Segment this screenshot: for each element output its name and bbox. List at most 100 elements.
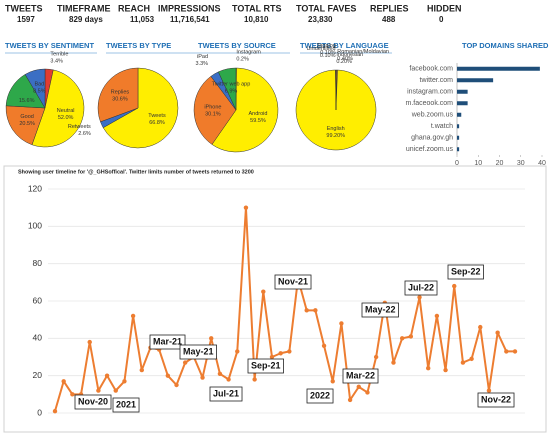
annotation-box [477,392,515,408]
point [347,397,353,403]
annotation: Jul-21 [209,386,243,402]
point [339,321,344,326]
stat-value: 11,053 [130,15,155,24]
slice-value: 6.9% [225,88,238,94]
pie-slice [24,68,46,109]
pie-slice [102,67,179,149]
bar [457,89,468,94]
chart-title: TWEETS BY TYPE [106,41,171,50]
line [54,206,515,412]
bar [457,124,460,129]
y-tick-label: 20 [33,370,43,380]
point [330,379,335,384]
point [373,354,379,360]
x-tick-label: 30 [517,160,525,167]
bar [457,112,462,117]
y-tick-label: twitter.com [420,77,454,84]
slice-label: Twitter web app [212,81,251,87]
slice-label: Good [20,114,33,120]
point [139,367,144,373]
y-tick-label: ghana.gov.gh [411,135,453,142]
pie-slice [193,75,237,145]
stat-label: TIMEFRAME [57,3,111,13]
annotation: 2022 [306,388,334,404]
annotation: May-21 [179,344,217,360]
y-tick-label: instagram.com [407,89,453,96]
stat-label: TOTAL RTS [232,3,282,13]
annotation: Nov-20 [74,394,112,410]
point [217,371,223,376]
annotation-text: 2021 [116,399,136,409]
pie-slice [97,67,139,123]
bar [457,78,494,83]
point [252,377,257,382]
point [486,388,492,393]
slice-value: 30.1% [205,111,221,117]
y-tick-label: unicef.zoom.us [406,146,454,153]
annotation-text: May-22 [365,304,396,314]
point [130,313,136,319]
pie-slice [218,67,237,111]
slice-value: 3.3% [196,61,209,67]
slice-value: 0.10% [320,53,336,59]
y-tick-label: 60 [33,295,43,305]
annotation-text: Sep-21 [251,360,281,370]
annotation-box [112,397,140,413]
point [96,388,101,393]
slice-label: Terrible [50,52,68,58]
point [365,390,370,395]
stat-value: 10,810 [244,15,269,24]
annotation-text: Nov-22 [481,394,511,404]
slice-value: 0.20% [336,59,352,65]
y-tick-label: 0 [37,407,42,417]
pie-slice [5,105,46,146]
point [304,308,309,313]
point [399,336,405,341]
bar [457,66,540,71]
slice-value: 15.6% [19,98,35,104]
annotation: Sep-21 [247,358,284,374]
slice-label: Retweets [68,124,91,130]
slice-label: Tweets [148,113,166,119]
point [391,360,396,365]
stat-value: 11,716,541 [170,15,210,24]
point [417,295,422,300]
annotation: Sep-22 [447,264,484,280]
chart-title: TOP DOMAINS SHARED [462,41,549,50]
annotation-box [361,302,399,318]
annotation: Mar-22 [342,368,379,384]
stat-label: HIDDEN [427,3,462,13]
point [287,349,292,354]
point [174,382,179,388]
annotation: Nov-22 [477,392,515,408]
point [61,379,66,384]
y-tick-label: 120 [28,183,42,193]
slice-label: iPad [197,54,208,60]
chart-title: Showing user timeline for '@_GHSoffical'… [18,169,254,175]
slice-label: Tagalog [317,43,336,49]
chart-title: TWEETS BY LANGUAGE [300,41,389,50]
annotation-text: Mar-22 [346,370,375,380]
y-tick-label: m.faceook.com [406,100,454,107]
point [356,384,361,390]
stat-value: 1597 [17,15,35,24]
slice-value: 66.8% [149,120,165,126]
annotation-text: Nov-20 [78,396,108,406]
point [70,392,75,397]
annotation: May-22 [361,302,399,318]
y-tick-label: 80 [33,258,43,268]
slice-value: 0.40% [337,56,353,62]
point [235,349,240,354]
y-tick-label: facebook.com [409,66,453,73]
stat-label: REACH [118,3,150,13]
point [200,375,205,380]
annotation: 2021 [112,397,140,413]
y-tick-label: web.zoom.us [411,112,454,119]
annotation-box [149,334,186,350]
annotation-box [342,368,379,384]
point [278,351,283,356]
slice-value: 2.6% [78,131,91,137]
slice-value: 52.0% [58,115,74,121]
slice-label: English [327,126,345,132]
